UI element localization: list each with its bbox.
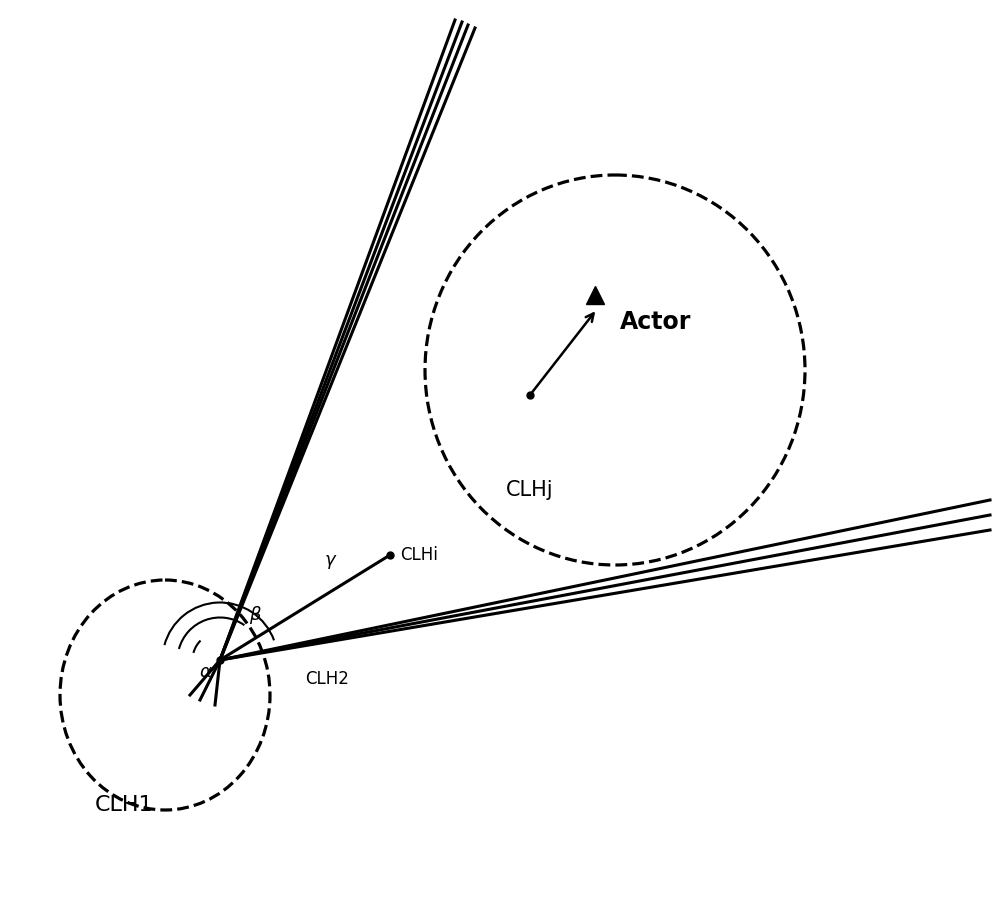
Text: γ: γ bbox=[325, 551, 335, 569]
Text: CLHj: CLHj bbox=[506, 480, 554, 500]
Text: α: α bbox=[199, 663, 211, 681]
Text: β: β bbox=[249, 606, 261, 624]
Text: CLH1: CLH1 bbox=[95, 795, 154, 815]
Text: Actor: Actor bbox=[620, 310, 691, 334]
Text: CLHi: CLHi bbox=[400, 546, 438, 564]
Text: CLH2: CLH2 bbox=[305, 670, 349, 688]
